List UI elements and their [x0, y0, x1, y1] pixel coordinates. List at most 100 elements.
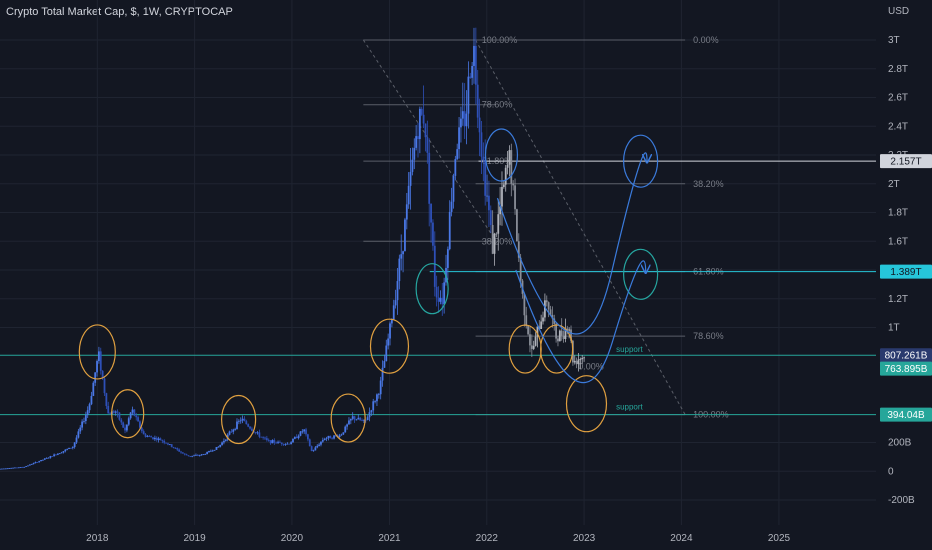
candle-body [532, 345, 535, 349]
candle-body [275, 442, 278, 444]
candle-body [299, 431, 302, 436]
candle-body [301, 431, 304, 433]
candle-body [340, 434, 343, 436]
highlight-circle-teal[interactable] [415, 263, 449, 315]
candle-body [116, 411, 119, 413]
candle-body [99, 351, 102, 371]
candle-body [10, 467, 13, 469]
candle-body [488, 195, 490, 211]
highlight-circle-blue[interactable] [484, 128, 519, 182]
candle-body [366, 417, 369, 421]
candle-body [486, 195, 488, 197]
candle-body [577, 359, 580, 365]
y-axis[interactable]: -200B0200B1T1.2T1.4T1.6T1.8T2T2.2T2.4T2.… [888, 6, 915, 506]
highlight-circle-orange[interactable] [540, 324, 574, 374]
highlight-circle-orange[interactable] [565, 375, 608, 433]
highlight-circle-orange[interactable] [220, 394, 257, 445]
candle-body [159, 438, 162, 441]
candle-body [579, 359, 582, 360]
candle-body [277, 441, 279, 443]
fib-diagonal [362, 39, 497, 242]
highlight-circle-blue[interactable] [623, 134, 659, 188]
candle-body [232, 429, 235, 432]
highlight-circle-teal[interactable] [623, 248, 659, 300]
candle-body [467, 76, 470, 114]
candle-body [56, 453, 59, 455]
candle-body [474, 45, 477, 85]
candle-body [530, 345, 533, 349]
candle-body [254, 432, 257, 434]
candle-body [137, 417, 139, 422]
candle-body [273, 440, 276, 443]
candle-body [376, 394, 378, 402]
y-tick-label: 200B [888, 438, 912, 449]
candle-body [377, 394, 380, 396]
candle-body [79, 427, 82, 432]
projection-arrow[interactable] [515, 260, 646, 384]
candle-body [284, 443, 287, 445]
candle-body [60, 452, 63, 454]
candle-body [198, 455, 201, 457]
candle-body [17, 467, 20, 469]
horizontal-levels[interactable] [0, 160, 876, 416]
candle-body [267, 439, 270, 441]
candle-body [86, 410, 89, 416]
price-tag-resistance-bg [880, 154, 932, 169]
y-tick-label: 2T [888, 179, 900, 190]
candle-body [353, 416, 356, 420]
candle-body [58, 453, 61, 455]
candle-body [172, 447, 175, 448]
candle-body [183, 453, 186, 455]
candle-body [180, 451, 182, 453]
price-tag-support-label: 394.04B [887, 410, 925, 421]
fib-retracement[interactable]: 100.00%78.60%61.80%38.20%0.00%38.20%61.8… [362, 35, 729, 420]
candle-body [219, 444, 222, 447]
candle-body [516, 209, 518, 242]
x-axis[interactable]: 2018 2019 2020 2021 2022 2023 2024 2025 [86, 533, 790, 544]
candle-body [185, 454, 188, 456]
highlight-circles[interactable] [78, 128, 659, 445]
candle-body [295, 436, 298, 439]
candle-body [544, 300, 546, 318]
candle-body [21, 467, 24, 468]
highlight-circle-orange[interactable] [330, 393, 366, 443]
candle-body [127, 418, 130, 425]
candle-body [385, 345, 388, 362]
candle-body [465, 113, 468, 127]
candle-body [30, 464, 33, 465]
candle-body [155, 437, 158, 440]
highlight-circle-orange[interactable] [508, 324, 542, 374]
projection-arrows[interactable] [496, 152, 647, 384]
projection-arrow[interactable] [496, 152, 647, 335]
candle-body [36, 462, 39, 463]
candle-body [314, 447, 317, 451]
candle-body [223, 440, 225, 443]
highlight-circle-orange[interactable] [78, 324, 116, 380]
candle-body [321, 440, 324, 442]
candle-body [178, 449, 181, 452]
candle-body [334, 435, 337, 437]
candle-body [245, 421, 248, 425]
candle-body [62, 451, 65, 453]
price-tags: 2.157T1.389T807.261B18:06:26763.895B394.… [880, 154, 932, 422]
candle-body [51, 456, 54, 457]
price-tag-current-label: 807.261B [885, 351, 928, 362]
candle-body [398, 258, 401, 282]
candle-body [105, 393, 108, 406]
candle-body [374, 401, 376, 403]
candle-body [81, 421, 84, 428]
candle-body [499, 206, 502, 215]
highlight-circle-orange[interactable] [111, 389, 145, 439]
candle-body [2, 468, 5, 470]
candle-body [359, 417, 362, 421]
candle-body [286, 443, 289, 445]
candle-body [28, 464, 31, 466]
candle-body [540, 321, 543, 329]
highlight-circle-orange[interactable] [369, 318, 410, 374]
candle-body [64, 449, 67, 452]
candle-body [493, 233, 496, 254]
y-tick-label: -200B [888, 495, 915, 506]
y-tick-label: 1.8T [888, 208, 908, 219]
candle-body [98, 351, 100, 362]
